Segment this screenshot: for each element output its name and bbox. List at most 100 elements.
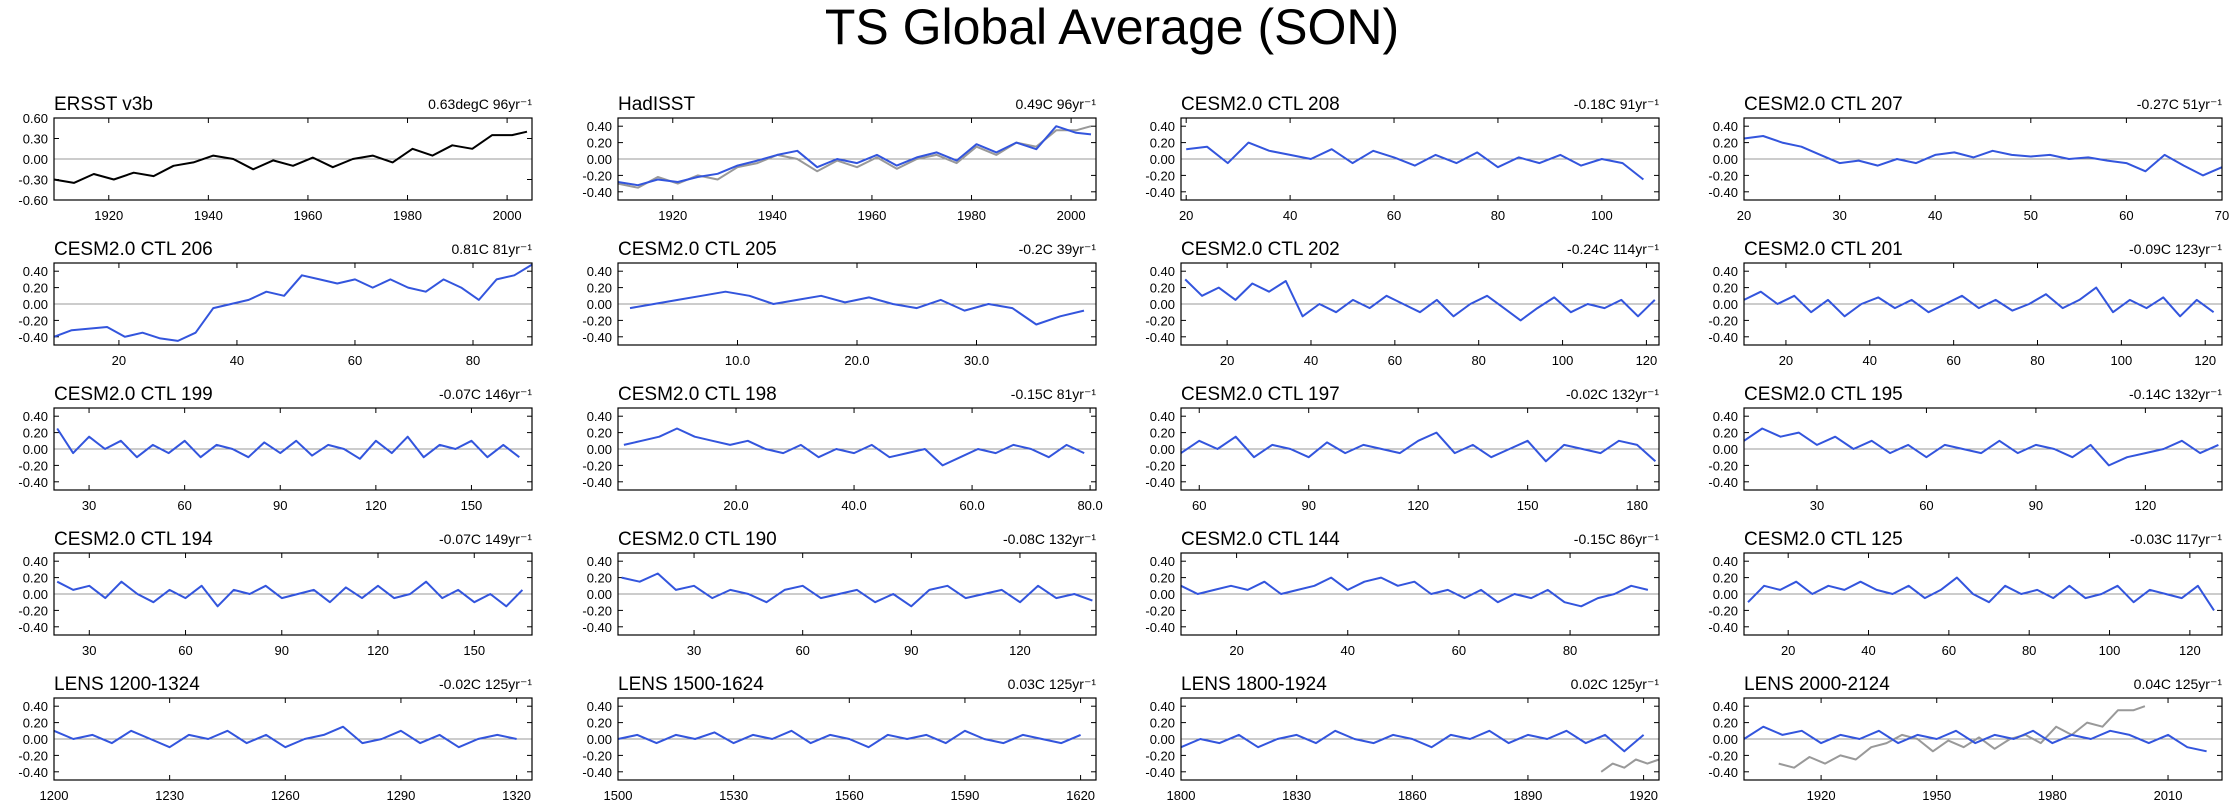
x-tick-label: 60.0 [959,498,984,513]
panel-title: CESM2.0 CTL 205 [618,239,777,260]
x-tick-label: 1530 [719,788,748,803]
x-tick-label: 1960 [293,208,322,223]
x-tick-label: 40 [1304,353,1318,368]
panel: CESM2.0 CTL 206 0.81C 81yr⁻¹0.400.200.00-… [18,239,533,368]
y-tick-label: 0.40 [1713,554,1738,569]
y-tick-label: -0.60 [18,193,48,208]
plot-frame [1180,262,1660,346]
y-tick-label: 0.40 [587,119,612,134]
x-tick-label: 30.0 [964,353,989,368]
x-tick-label: 90 [273,498,287,513]
plot-frame [53,407,533,491]
y-tick-label: 0.40 [1713,119,1738,134]
y-tick-label: -0.20 [1145,603,1175,618]
trend-label: 0.02C 125yr⁻¹ [1571,676,1660,692]
y-tick-label: 0.20 [23,281,48,296]
x-tick-label: 60 [1387,208,1401,223]
series-line [1743,427,2219,467]
y-tick-label: 0.40 [1150,119,1175,134]
x-tick-label: 1980 [957,208,986,223]
series-line [629,290,1085,326]
x-tick-label: 120 [2194,353,2216,368]
x-tick-label: 80.0 [1077,498,1102,513]
x-tick-label: 40 [1863,353,1877,368]
panel-title: CESM2.0 CTL 206 [54,239,213,260]
plot-frame [1180,552,1660,636]
x-tick-label: 20 [1781,643,1795,658]
y-tick-label: 0.00 [1150,152,1175,167]
y-tick-label: -0.30 [18,173,48,188]
y-tick-label: 0.00 [587,152,612,167]
x-tick-label: 1920 [658,208,687,223]
x-tick-label: 20 [1779,353,1793,368]
y-tick-label: 0.40 [587,409,612,424]
trend-label: -0.15C 81yr⁻¹ [1011,386,1097,402]
series-line [56,427,520,460]
series-line [623,427,1085,467]
plot-frame [53,552,533,636]
panel-title: CESM2.0 CTL 125 [1744,529,1903,550]
x-tick-label: 60 [1388,353,1402,368]
y-tick-label: 0.00 [587,297,612,312]
panel-title: CESM2.0 CTL 201 [1744,239,1903,260]
x-tick-label: 10.0 [725,353,750,368]
y-tick-label: 0.20 [1713,716,1738,731]
y-tick-label: -0.20 [1708,168,1738,183]
panel-title: CESM2.0 CTL 194 [54,529,213,550]
series-line [1180,431,1657,463]
panel: CESM2.0 CTL 201 -0.09C 123yr⁻¹ 0.40 0.200.0… [1708,239,2223,368]
x-tick-label: 150 [1517,498,1539,513]
y-tick-label: 0.20 [1150,281,1175,296]
trend-label: -0.27C 51yr⁻¹ [2137,96,2223,112]
x-tick-label: 1940 [194,208,223,223]
x-tick-label: 80 [466,353,480,368]
y-tick-label: -0.20 [1145,313,1175,328]
y-tick-label: 0.40 [23,554,48,569]
y-tick-label: 0.40 [1150,264,1175,279]
y-tick-label: -0.20 [582,748,612,763]
trend-label: -0.02C 125yr⁻¹ [439,676,532,692]
panel-title: CESM2.0 CTL 197 [1181,384,1340,405]
panel: CESM2.0 CTL 208 -0.18C 91yr⁻¹ 0.40 0.200.00… [1145,94,1660,223]
x-tick-label: 120 [2135,498,2157,513]
x-tick-label: 1860 [1398,788,1427,803]
x-tick-label: 1230 [155,788,184,803]
panel-title: CESM2.0 CTL 199 [54,384,213,405]
series-line [53,130,528,184]
panel: LENS 1800-1924 0.02C 125yr⁻¹0.400.200.00-… [1145,674,1660,803]
x-tick-label: 90 [2029,498,2043,513]
trend-label: 0.04C 125yr⁻¹ [2134,676,2223,692]
series-line [1600,758,1660,773]
y-tick-label: 0.00 [587,587,612,602]
y-tick-label: 0.20 [587,716,612,731]
y-tick-label: 0.20 [23,426,48,441]
y-tick-label: -0.20 [18,748,48,763]
y-tick-label: -0.20 [18,458,48,473]
x-tick-label: 60 [177,498,191,513]
y-tick-label: 0.00 [1713,442,1738,457]
y-tick-label: -0.20 [18,313,48,328]
x-tick-label: 1920 [94,208,123,223]
series-line [1180,576,1649,608]
trend-label: -0.14C 132yr⁻¹ [2129,386,2222,402]
y-tick-label: -0.40 [1145,620,1175,635]
trend-label: -0.02C 132yr⁻¹ [1566,386,1659,402]
plot-frame [1743,697,2223,781]
plot-frame [617,117,1097,201]
x-tick-label: 2000 [493,208,522,223]
y-tick-label: -0.20 [1708,313,1738,328]
y-tick-label: 0.00 [1713,732,1738,747]
y-tick-label: 0.00 [1150,442,1175,457]
x-tick-label: 40 [1928,208,1942,223]
trend-label: -0.18C 91yr⁻¹ [1574,96,1660,112]
y-tick-label: 0.20 [23,716,48,731]
panel: ERSST v3b 0.63degC 96yr⁻¹ 0.60 0.30 0.00 -0.3… [18,94,533,223]
x-tick-label: 80 [2022,643,2036,658]
x-tick-label: 1560 [835,788,864,803]
panel-title: CESM2.0 CTL 190 [618,529,777,550]
y-tick-label: -0.40 [18,475,48,490]
x-tick-label: 120 [367,643,389,658]
panel-title: LENS 2000-2124 [1744,674,1890,695]
y-tick-label: 0.00 [23,732,48,747]
x-tick-label: 20 [1220,353,1234,368]
